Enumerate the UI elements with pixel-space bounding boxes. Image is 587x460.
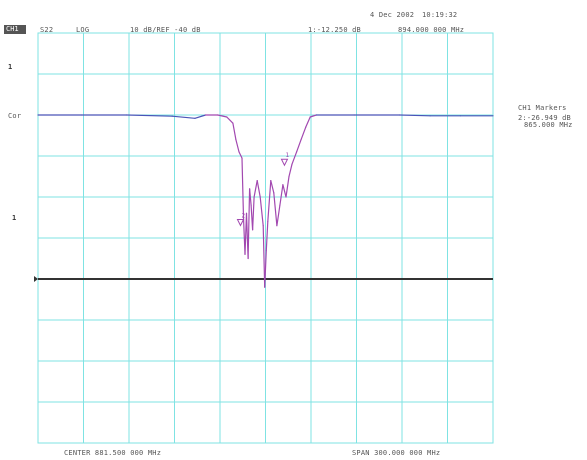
marker-2 xyxy=(236,218,245,227)
markers-panel-line2: 865.000 MHz xyxy=(524,121,573,129)
trace-segment xyxy=(235,139,240,153)
trace-segment xyxy=(279,184,284,206)
channel-badge xyxy=(4,25,26,34)
trace-segment xyxy=(399,114,431,117)
trace-segment xyxy=(241,157,245,219)
trace-segment xyxy=(194,114,207,119)
trace-segment xyxy=(305,116,311,128)
trace-segment xyxy=(252,196,255,231)
trace-segment xyxy=(249,188,252,206)
trace-segment xyxy=(126,114,173,117)
marker-readout: 1:-12.250 dB xyxy=(308,26,361,34)
marker-label-1: 1 xyxy=(285,152,289,159)
trace-segment xyxy=(309,114,317,118)
trace-segment xyxy=(276,204,281,227)
trace-segment xyxy=(282,184,287,198)
trace-segment xyxy=(300,126,307,141)
marker-group: 12 xyxy=(236,152,289,227)
left-marker-label: 1 xyxy=(8,63,13,71)
trace-segment xyxy=(253,180,258,198)
correction-label: Cor xyxy=(8,112,22,120)
trace-segment xyxy=(267,180,272,223)
center-frequency-label: CENTER 881.500 000 MHz xyxy=(64,449,162,457)
marker-label-2: 2 xyxy=(241,212,245,219)
trace-segment xyxy=(232,122,237,141)
trace-segment xyxy=(217,114,228,118)
trace-segment xyxy=(247,188,251,260)
trace-segment xyxy=(265,221,269,251)
trace-segment xyxy=(291,151,298,165)
scale-ref-label: 10 dB/REF -40 dB xyxy=(130,26,201,34)
reference-line-group xyxy=(34,276,493,282)
markers-panel-line1: 2:-26.949 dB xyxy=(518,114,571,122)
trace-segment xyxy=(273,192,278,227)
reference-arrow xyxy=(34,276,38,282)
trace-segment xyxy=(262,225,266,288)
trace-group xyxy=(37,114,494,288)
time-label: 10:19:32 xyxy=(422,11,458,19)
span-label: SPAN 300.000 000 MHz xyxy=(352,449,441,457)
date-label: 4 Dec 2002 xyxy=(370,11,415,19)
trace-segment xyxy=(259,196,264,227)
trace-segment xyxy=(238,151,243,159)
trace-segment xyxy=(264,249,267,288)
trace-segment xyxy=(226,116,234,124)
channel-label: CH1 xyxy=(6,25,19,33)
trace-segment xyxy=(296,139,302,153)
format-label: LOG xyxy=(76,26,90,34)
left-small-label: 1 xyxy=(12,214,17,222)
trace-segment xyxy=(256,180,261,198)
plot-grid xyxy=(37,32,494,444)
trace-segment xyxy=(288,163,293,178)
markers-panel-title: CH1 Markers xyxy=(518,104,567,112)
trace-segment xyxy=(285,175,290,198)
trace-segment xyxy=(270,180,275,194)
param-label: S22 xyxy=(40,26,54,34)
trace-segment xyxy=(171,115,196,119)
marker-frequency: 894.000 000 MHz xyxy=(398,26,465,34)
marker-1 xyxy=(280,158,289,167)
channel-indicator: CH1 xyxy=(4,25,28,35)
